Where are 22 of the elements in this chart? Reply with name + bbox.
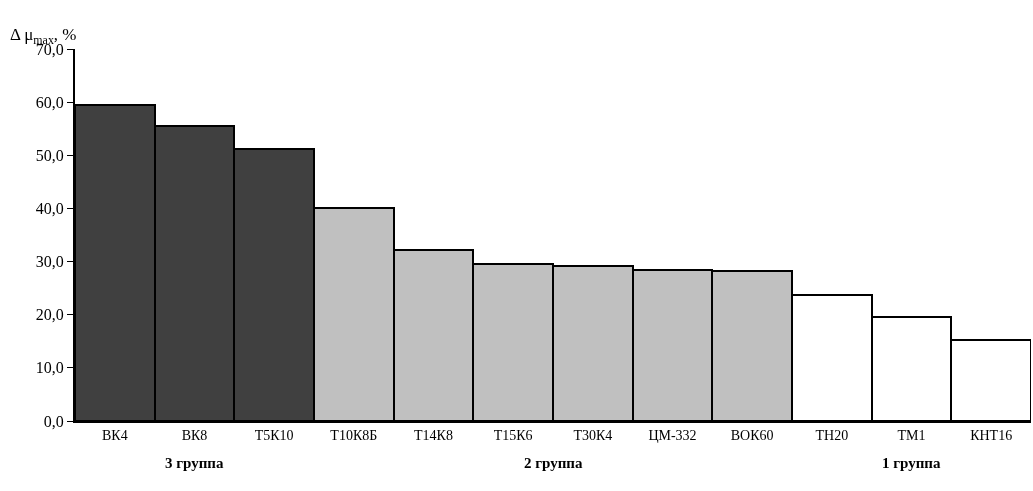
y-tick-label: 0,0	[43, 412, 64, 430]
text: 3 группа	[165, 455, 224, 471]
text: 1 группа	[882, 455, 941, 471]
x-tick-label: ВК8	[181, 427, 208, 443]
x-tick-label: ТН20	[815, 427, 849, 443]
x-tick-label: Т15К6	[493, 427, 533, 443]
y-tick-label: 10,0	[35, 359, 64, 377]
x-tick-label: Т30К4	[573, 427, 613, 443]
x-tick-label: ВОК60	[730, 427, 774, 443]
text: 2 группа	[524, 455, 583, 471]
x-tick-label: ВК4	[101, 427, 128, 443]
y-tick-label: 60,0	[35, 93, 64, 111]
x-tick-label: ЦМ-332	[648, 427, 697, 443]
y-tick-label: 40,0	[35, 200, 64, 218]
x-tick-label: Т10К8Б	[330, 427, 378, 443]
x-tick-label: КНТ16	[970, 427, 1013, 443]
x-tick-label: Т5К10	[254, 427, 294, 443]
y-tick-label: 30,0	[35, 253, 64, 271]
y-tick-label: 50,0	[35, 146, 64, 164]
y-tick-label: 20,0	[35, 306, 64, 324]
x-tick-label: Т14К8	[414, 427, 453, 443]
x-tick-label: ТМ1	[897, 427, 926, 443]
